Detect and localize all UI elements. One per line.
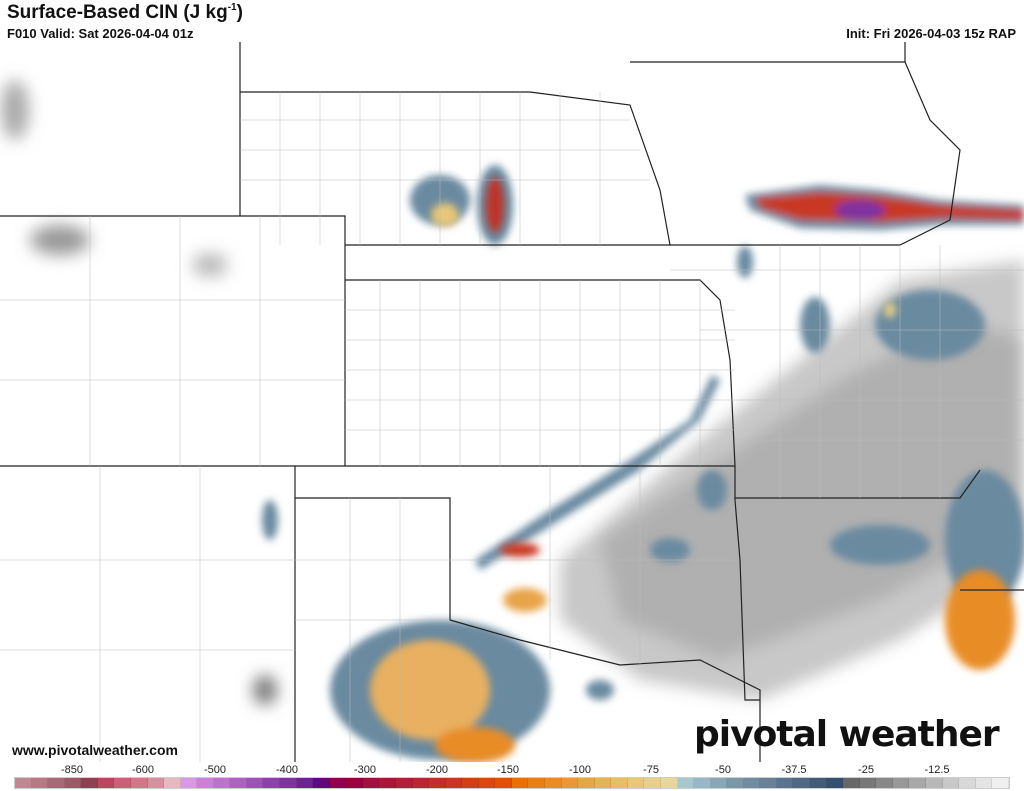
- colorbar-label: -400: [275, 764, 299, 776]
- colorbar-swatch: [296, 778, 314, 788]
- map-title: Surface-Based CIN (J kg-1): [7, 2, 243, 24]
- colorbar-swatch: [561, 778, 579, 788]
- colorbar-swatch: [246, 778, 264, 788]
- cin-map[interactable]: [0, 42, 1024, 762]
- colorbar-swatch: [114, 778, 131, 788]
- colorbar: [14, 777, 1010, 789]
- title-close: ): [236, 2, 243, 23]
- colorbar-swatch: [942, 778, 960, 788]
- colorbar-label: -100: [568, 764, 592, 776]
- colorbar-swatch: [180, 778, 198, 788]
- colorbar-swatch: [197, 778, 214, 788]
- colorbar-swatch: [230, 778, 247, 788]
- title-text: Surface-Based CIN (J kg: [7, 2, 228, 23]
- colorbar-swatch: [97, 778, 115, 788]
- colorbar-swatch: [876, 778, 893, 788]
- valid-time: F010 Valid: Sat 2026-04-04 01z: [7, 26, 194, 41]
- colorbar-swatch: [379, 778, 396, 788]
- colorbar-swatch: [694, 778, 711, 788]
- colorbar-swatch: [164, 778, 181, 788]
- colorbar-swatch: [346, 778, 363, 788]
- colorbar-swatch: [81, 778, 98, 788]
- colorbar-swatch: [925, 778, 943, 788]
- colorbar-swatch: [859, 778, 877, 788]
- colorbar-label: -200: [425, 764, 449, 776]
- colorbar-swatch: [594, 778, 612, 788]
- colorbar-swatch: [627, 778, 645, 788]
- colorbar-swatch: [48, 778, 65, 788]
- colorbar-swatch: [213, 778, 231, 788]
- title-superscript: -1: [227, 2, 237, 13]
- colorbar-label: -850: [60, 764, 84, 776]
- colorbar-swatch: [31, 778, 49, 788]
- colorbar-swatch: [975, 778, 993, 788]
- colorbar-swatch: [992, 778, 1009, 788]
- colorbar-swatch: [478, 778, 496, 788]
- colorbar-label: -50: [715, 764, 731, 776]
- colorbar-swatch: [743, 778, 761, 788]
- colorbar-swatch: [528, 778, 545, 788]
- init-time: Init: Fri 2026-04-03 15z RAP: [846, 26, 1016, 41]
- colorbar-label: -600: [131, 764, 155, 776]
- colorbar-swatch: [545, 778, 562, 788]
- county-lines: [0, 92, 1024, 762]
- colorbar-swatch: [429, 778, 446, 788]
- colorbar-swatch: [495, 778, 512, 788]
- colorbar-swatch: [793, 778, 810, 788]
- colorbar-swatch: [810, 778, 827, 788]
- colorbar-label: -75: [643, 764, 659, 776]
- colorbar-swatch: [660, 778, 678, 788]
- colorbar-swatch: [644, 778, 661, 788]
- colorbar-swatch: [395, 778, 413, 788]
- colorbar-swatch: [760, 778, 777, 788]
- colorbar-swatch: [909, 778, 926, 788]
- colorbar-swatch: [362, 778, 380, 788]
- colorbar-label: -150: [496, 764, 520, 776]
- colorbar-swatch: [843, 778, 860, 788]
- colorbar-swatch: [710, 778, 728, 788]
- very-strong-cin-shading: [486, 177, 1024, 233]
- website-url[interactable]: www.pivotalweather.com: [12, 742, 178, 758]
- colorbar-swatch: [776, 778, 794, 788]
- colorbar-label: -500: [203, 764, 227, 776]
- pivotal-weather-logo: pivotal weather: [694, 714, 1000, 755]
- colorbar-swatch: [313, 778, 330, 788]
- colorbar-swatch: [826, 778, 844, 788]
- colorbar-swatch: [462, 778, 479, 788]
- colorbar-swatch: [511, 778, 529, 788]
- colorbar-swatch: [147, 778, 165, 788]
- colorbar-swatch: [280, 778, 297, 788]
- colorbar-label: -300: [353, 764, 377, 776]
- colorbar-swatch: [412, 778, 430, 788]
- colorbar-swatch: [15, 778, 32, 788]
- colorbar-label: -37.5: [781, 764, 807, 776]
- weak-cin-shading: [1, 80, 1024, 705]
- colorbar-swatch: [677, 778, 695, 788]
- colorbar-swatch: [959, 778, 976, 788]
- colorbar-swatch: [64, 778, 82, 788]
- colorbar-swatch: [329, 778, 347, 788]
- colorbar-label: -25: [858, 764, 874, 776]
- colorbar-swatch: [611, 778, 628, 788]
- colorbar-swatch: [263, 778, 280, 788]
- colorbar-swatch: [892, 778, 910, 788]
- moderate-cin-shading: [262, 165, 1024, 760]
- colorbar-swatch: [445, 778, 463, 788]
- colorbar-label: -12.5: [924, 764, 950, 776]
- colorbar-swatch: [578, 778, 595, 788]
- colorbar-swatch: [130, 778, 148, 788]
- colorbar-swatch: [727, 778, 744, 788]
